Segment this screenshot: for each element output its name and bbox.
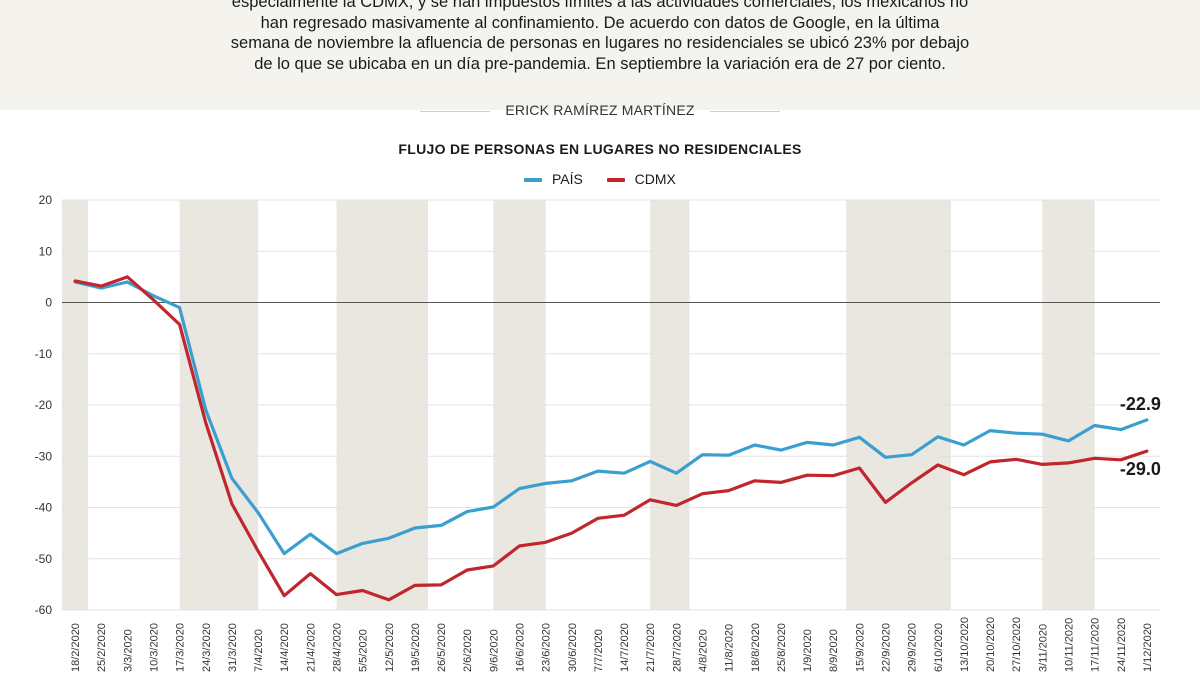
x-tick-label: 8/9/2020	[828, 629, 840, 672]
x-tick-label: 6/10/2020	[933, 623, 945, 672]
y-tick-label: 0	[45, 296, 52, 310]
x-tick-label: 1/12/2020	[1142, 623, 1154, 672]
legend-item-cdmx: CDMX	[606, 171, 676, 187]
x-tick-label: 26/5/2020	[436, 623, 448, 672]
x-tick-label: 3/11/2020	[1037, 624, 1049, 672]
y-tick-label: -60	[35, 603, 53, 617]
y-tick-label: -30	[35, 449, 53, 463]
x-tick-label: 21/4/2020	[305, 623, 317, 672]
x-tick-label: 24/11/2020	[1116, 618, 1128, 672]
x-tick-label: 25/8/2020	[776, 623, 788, 672]
x-tick-label: 16/6/2020	[515, 623, 527, 672]
x-tick-label: 31/3/2020	[227, 623, 239, 672]
article-intro-band	[0, 0, 1200, 110]
x-tick-label: 15/9/2020	[854, 623, 866, 672]
x-tick-label: 28/7/2020	[671, 623, 683, 672]
x-tick-label: 11/8/2020	[724, 624, 736, 672]
x-tick-label: 30/6/2020	[567, 623, 579, 672]
y-tick-label: -50	[35, 552, 53, 566]
chart-title: FLUJO DE PERSONAS EN LUGARES NO RESIDENC…	[398, 141, 802, 157]
x-tick-label: 14/7/2020	[619, 623, 631, 672]
legend-swatch-cdmx	[606, 178, 625, 183]
x-tick-label: 12/5/2020	[384, 623, 396, 672]
x-tick-label: 22/9/2020	[881, 623, 893, 672]
legend-item-pais: PAÍS	[524, 171, 583, 187]
x-tick-label: 3/3/2020	[122, 629, 134, 672]
intro-line: han regresado masivamente al confinamien…	[260, 13, 940, 32]
end-label-cdmx: -29.0	[1120, 459, 1161, 479]
end-label-pais: -22.9	[1120, 394, 1161, 414]
intro-line: especialmente la CDMX, y se han impuesto…	[231, 0, 969, 11]
x-tick-label: 28/4/2020	[332, 623, 344, 672]
intro-line: de lo que se ubicaba en un día pre-pande…	[254, 54, 946, 73]
x-tick-label: 24/3/2020	[201, 623, 213, 672]
legend-label-pais: PAÍS	[552, 171, 583, 187]
x-tick-label: 18/8/2020	[750, 623, 762, 672]
legend-label-cdmx: CDMX	[634, 171, 676, 187]
x-tick-label: 18/2/2020	[70, 623, 82, 672]
x-tick-label: 1/9/2020	[802, 629, 814, 672]
x-tick-label: 9/6/2020	[488, 629, 500, 672]
x-tick-label: 5/5/2020	[358, 629, 370, 672]
byline-block: ERICK RAMÍREZ MARTÍNEZ	[0, 100, 1200, 122]
article-intro-text: especialmente la CDMX, y se han impuesto…	[150, 0, 1050, 74]
x-tick-label: 7/7/2020	[593, 629, 605, 672]
series-line-cdmx	[73, 275, 1149, 602]
y-tick-label: -40	[35, 501, 53, 515]
byline: ERICK RAMÍREZ MARTÍNEZ	[505, 102, 695, 118]
x-tick-label: 7/4/2020	[253, 629, 265, 672]
y-tick-label: 20	[39, 193, 53, 207]
x-tick-label: 17/11/2020	[1090, 618, 1102, 672]
x-tick-label: 10/3/2020	[149, 623, 161, 672]
chart-legend: PAÍS CDMX	[0, 171, 1200, 187]
x-tick-label: 4/8/2020	[698, 629, 710, 672]
x-tick-label: 23/6/2020	[541, 623, 553, 672]
x-tick-label: 21/7/2020	[645, 623, 657, 672]
x-tick-label: 10/11/2020	[1064, 618, 1076, 672]
series-line-pais	[73, 280, 1149, 556]
y-tick-label: -20	[35, 398, 53, 412]
x-tick-label: 20/10/2020	[985, 617, 997, 672]
x-tick-label: 29/9/2020	[907, 623, 919, 672]
x-tick-label: 2/6/2020	[462, 629, 474, 672]
x-tick-label: 13/10/2020	[959, 617, 971, 672]
x-tick-label: 14/4/2020	[279, 623, 291, 672]
legend-swatch-pais	[524, 178, 543, 183]
byline-divider-left	[420, 111, 490, 112]
y-tick-label: 10	[39, 244, 53, 258]
x-tick-label: 17/3/2020	[175, 623, 187, 672]
x-tick-label: 25/2/2020	[96, 623, 108, 672]
y-tick-label: -10	[35, 347, 53, 361]
byline-divider-right	[710, 111, 780, 112]
x-tick-label: 19/5/2020	[410, 623, 422, 672]
intro-line: semana de noviembre la afluencia de pers…	[230, 34, 970, 52]
x-tick-label: 27/10/2020	[1011, 617, 1023, 672]
